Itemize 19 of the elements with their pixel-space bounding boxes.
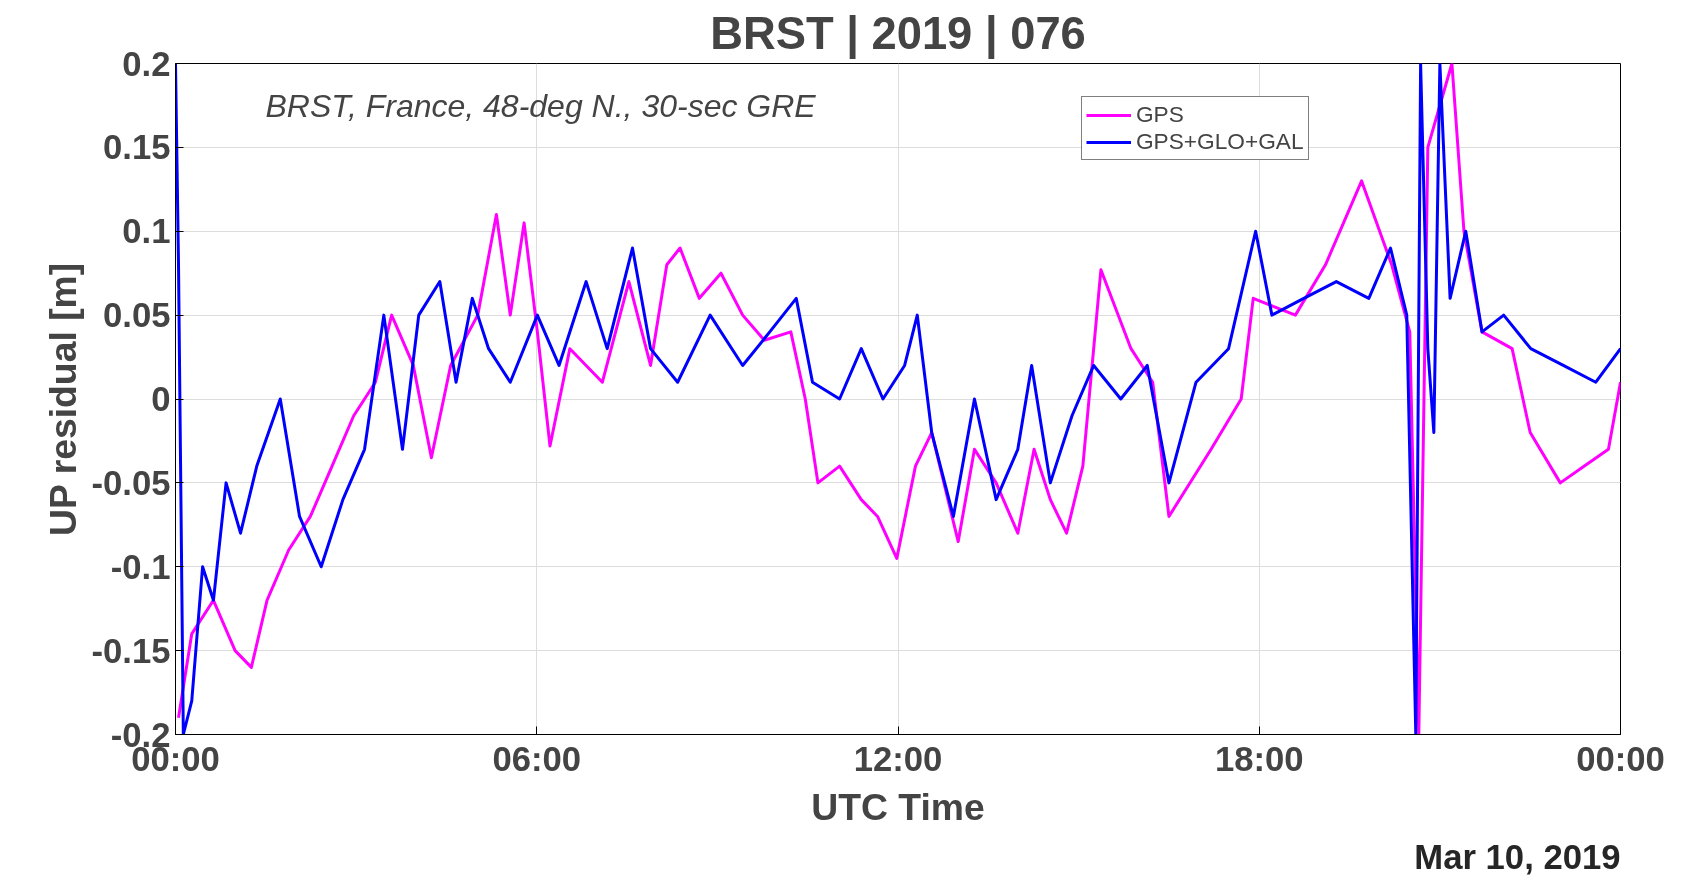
annotation: BRST, France, 48-deg N., 30-sec GRE bbox=[265, 87, 817, 124]
chart-title: BRST | 2019 | 076 bbox=[710, 7, 1086, 59]
legend-label: GPS bbox=[1136, 101, 1184, 128]
y-tick-label: 0.05 bbox=[103, 296, 171, 335]
y-tick-label: 0.15 bbox=[103, 128, 171, 167]
y-tick-label: -0.05 bbox=[91, 463, 171, 502]
text: Mar 10, 2019 bbox=[1414, 837, 1621, 876]
x-tick-label: 06:00 bbox=[492, 739, 582, 778]
y-tick-label: 0.2 bbox=[122, 44, 171, 83]
x-axis-title: UTC Time bbox=[811, 785, 985, 828]
y-axis-title: UP residual [m] bbox=[41, 262, 84, 536]
y-tick-label: -0.15 bbox=[91, 631, 171, 670]
x-tick-label: 18:00 bbox=[1214, 739, 1304, 778]
x-tick-label: 00:00 bbox=[1576, 739, 1665, 778]
legend-label: GPS+GLO+GAL bbox=[1136, 128, 1304, 155]
y-tick-label: 0 bbox=[151, 380, 171, 418]
y-tick-label: -0.1 bbox=[110, 547, 171, 586]
y-tick-label: 0.1 bbox=[122, 212, 171, 251]
x-tick-label: 12:00 bbox=[853, 739, 943, 778]
